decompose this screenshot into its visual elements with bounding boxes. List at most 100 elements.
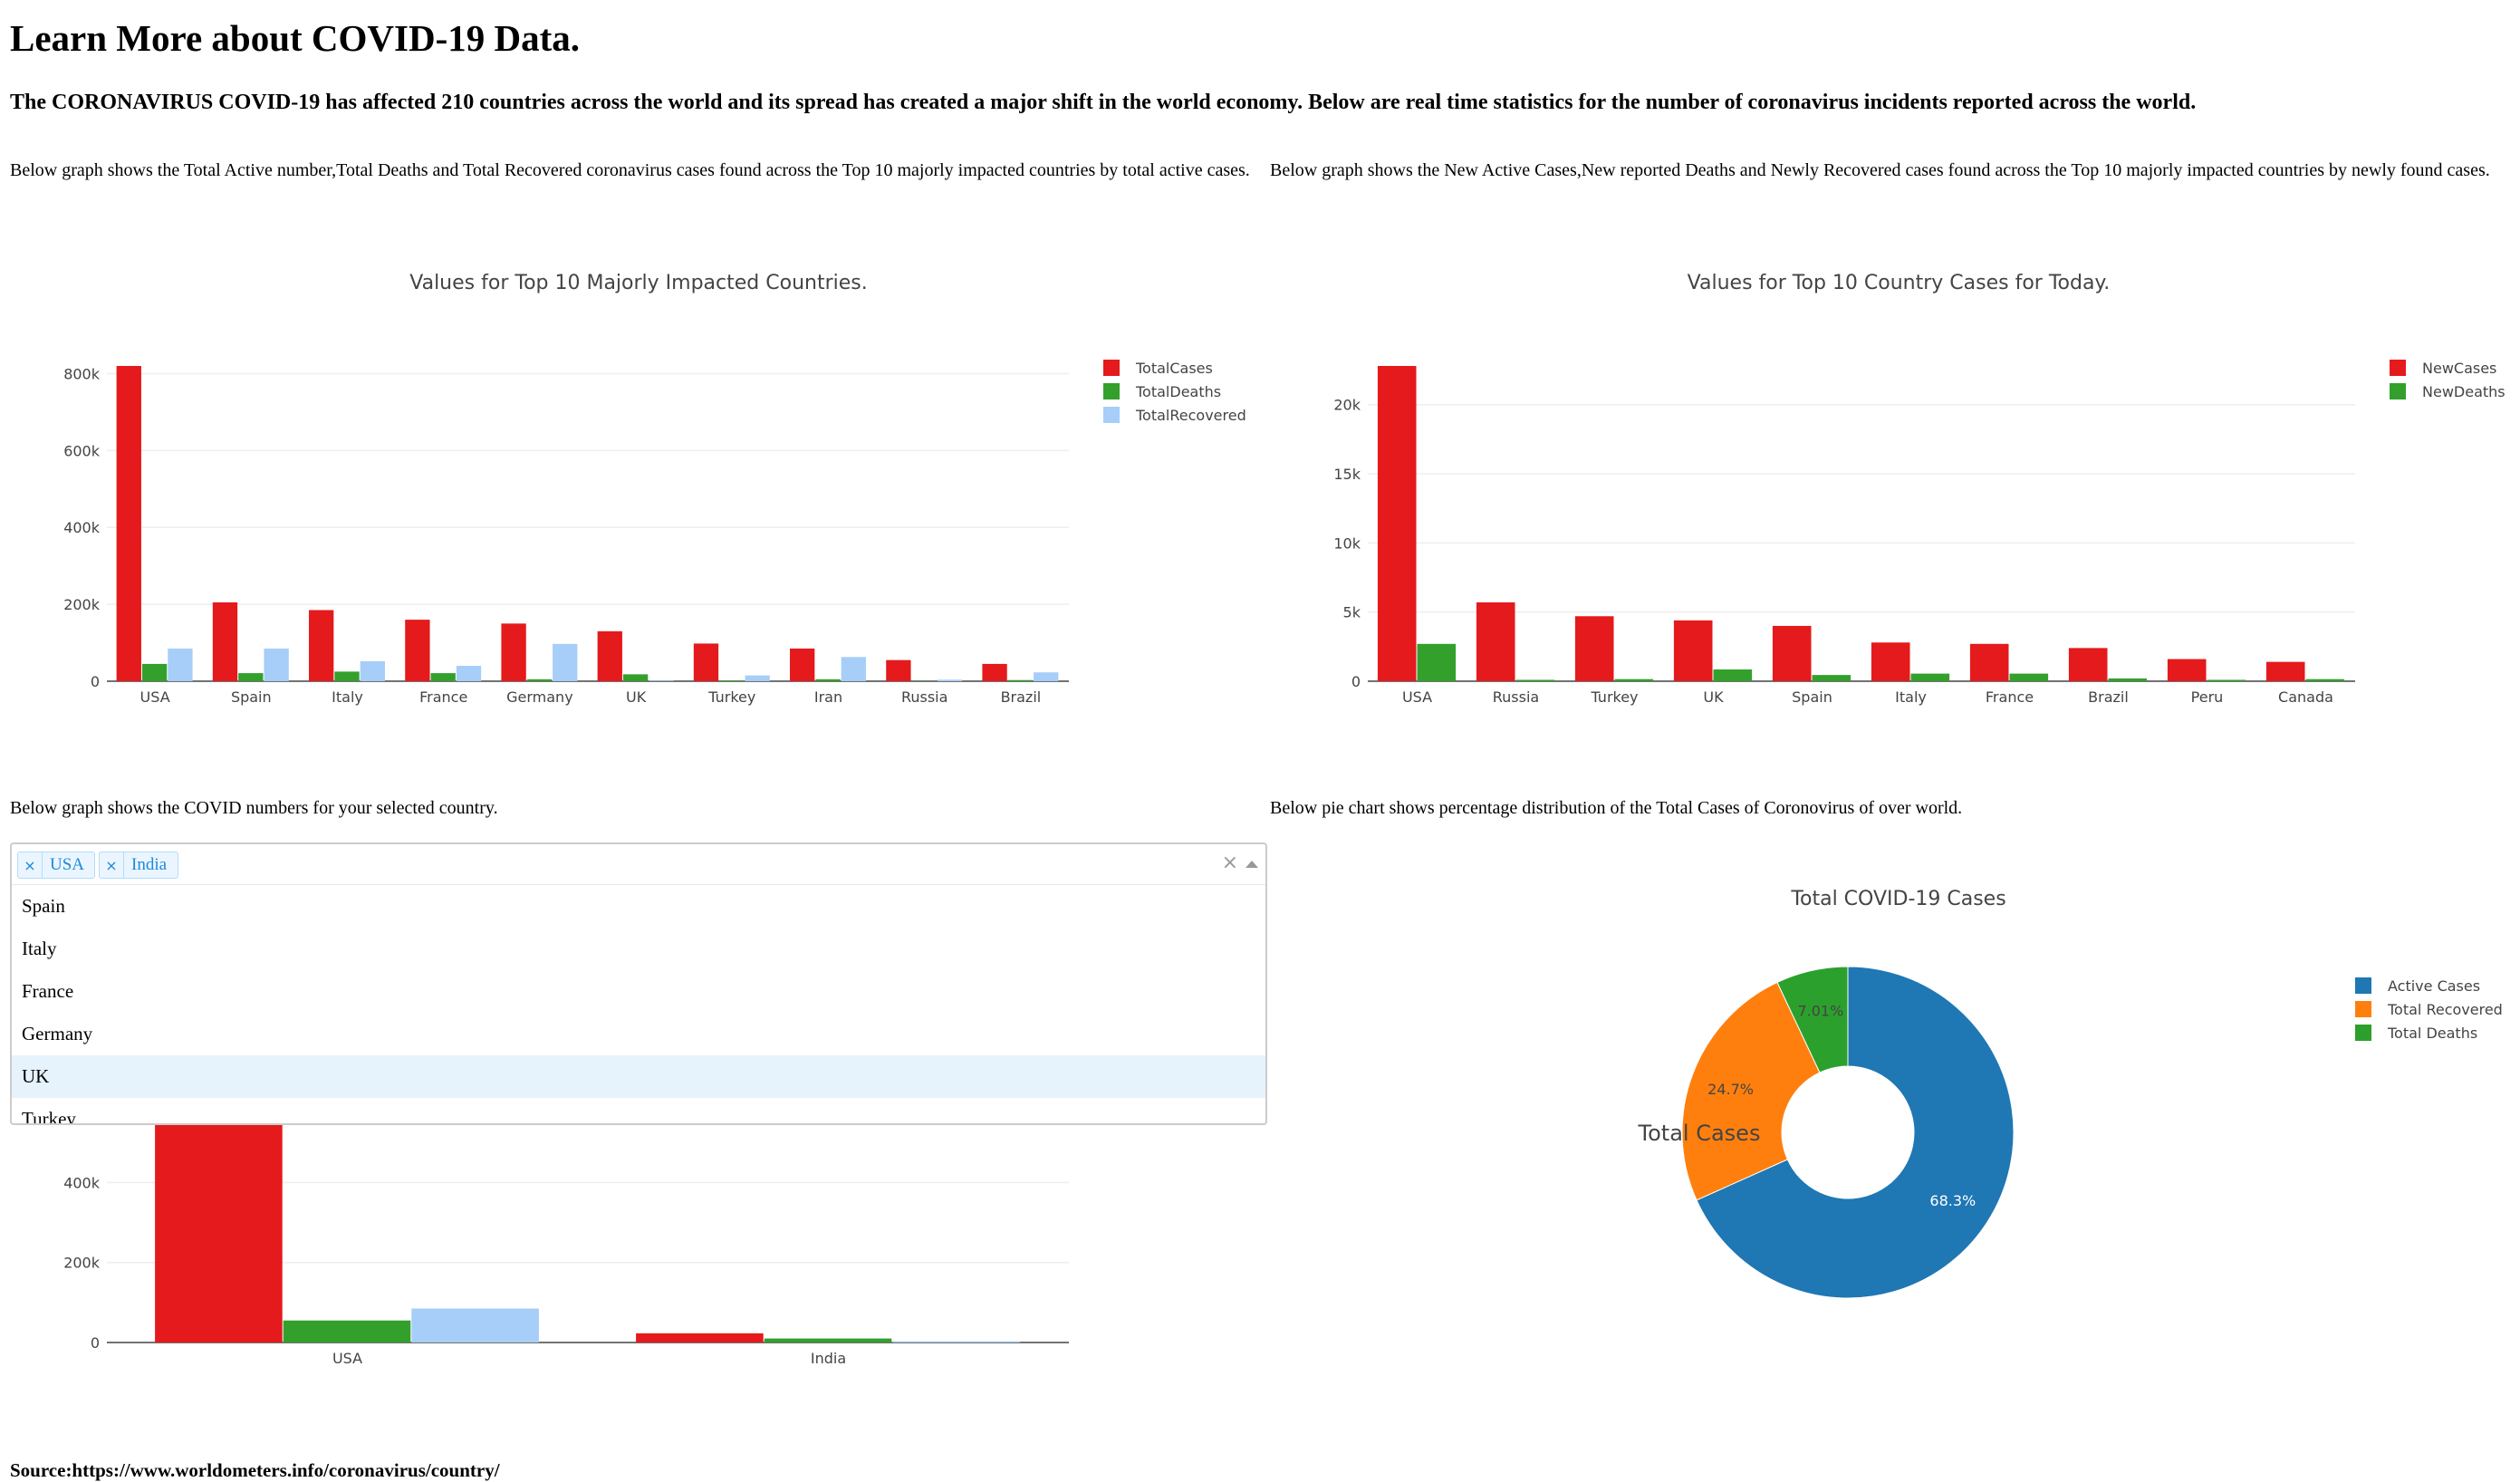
bar-totaldeaths-france[interactable] (431, 673, 456, 681)
legend-swatch (2390, 360, 2406, 376)
bar-totalcases-usa[interactable] (117, 366, 141, 681)
clear-all-icon[interactable]: × (1222, 852, 1238, 874)
legend-label[interactable]: TotalCases (1135, 360, 1213, 377)
bar-totalcases-uk[interactable] (598, 631, 622, 681)
bar-totalcases-germany[interactable] (501, 623, 525, 681)
bar-newdeaths-turkey[interactable] (1615, 679, 1654, 681)
bar-totaldeaths-india[interactable] (765, 1339, 892, 1342)
bar-totalcases-russia[interactable] (886, 660, 910, 681)
dropdown-option[interactable]: UK (12, 1055, 1265, 1098)
country-dropdown[interactable]: × USA × India × Spain Italy France Germa… (10, 842, 1267, 1125)
x-tick-label: USA (140, 688, 170, 706)
x-tick-label: Brazil (2088, 688, 2129, 706)
pie-value-label: 24.7% (1707, 1081, 1754, 1098)
legend-label[interactable]: Total Recovered (2387, 1001, 2503, 1018)
x-tick-label: Turkey (707, 688, 755, 706)
remove-tag-icon[interactable]: × (18, 852, 43, 878)
legend-label[interactable]: TotalDeaths (1135, 383, 1221, 400)
bar-totalrecovered-france[interactable] (457, 666, 481, 681)
legend-swatch (1103, 360, 1120, 376)
bar-newcases-uk[interactable] (1674, 621, 1713, 681)
bar-totalrecovered-usa[interactable] (411, 1308, 539, 1342)
bar-totaldeaths-iran[interactable] (815, 679, 840, 681)
bar-totalcases-india[interactable] (636, 1333, 764, 1342)
bar-totalrecovered-brazil[interactable] (1034, 672, 1058, 681)
dropdown-option[interactable]: Germany (12, 1013, 1265, 1055)
bar-newcases-canada[interactable] (2266, 662, 2305, 681)
bar-newdeaths-france[interactable] (2010, 674, 2049, 681)
bar-totaldeaths-brazil[interactable] (1008, 680, 1033, 681)
legend-label[interactable]: Total Deaths (2387, 1025, 2477, 1042)
bar-newcases-usa[interactable] (1378, 366, 1417, 681)
bar-totalcases-brazil[interactable] (982, 664, 1006, 681)
y-tick-label: 20k (1333, 397, 1361, 414)
bar-newdeaths-peru[interactable] (2207, 679, 2246, 681)
bar-newdeaths-usa[interactable] (1418, 644, 1457, 681)
bar-newcases-spain[interactable] (1773, 626, 1812, 681)
bar-newdeaths-spain[interactable] (1813, 675, 1852, 681)
bar-newdeaths-brazil[interactable] (2109, 678, 2148, 681)
bar-totalrecovered-russia[interactable] (938, 679, 962, 681)
tag-label: India (124, 855, 174, 875)
bar-newcases-peru[interactable] (2168, 659, 2207, 681)
bar-newcases-turkey[interactable] (1575, 616, 1614, 681)
x-tick-label: USA (332, 1350, 362, 1367)
dropdown-option[interactable]: Turkey (12, 1098, 1265, 1125)
bar-totalcases-spain[interactable] (213, 602, 237, 681)
bar-totaldeaths-turkey[interactable] (719, 680, 744, 681)
bar-totalrecovered-turkey[interactable] (745, 676, 769, 681)
chart-title: Values for Top 10 Country Cases for Toda… (1688, 272, 2111, 294)
x-tick-label: France (419, 688, 467, 706)
dropdown-option[interactable]: Italy (12, 928, 1265, 970)
dropdown-control[interactable]: × USA × India × (12, 844, 1265, 885)
x-tick-label: Spain (1792, 688, 1832, 706)
x-tick-label: UK (626, 688, 647, 706)
bar-totalcases-usa[interactable] (155, 1123, 283, 1342)
bar-totaldeaths-usa[interactable] (142, 664, 167, 681)
bar-totalcases-france[interactable] (405, 620, 429, 681)
legend-swatch (2355, 1025, 2371, 1041)
bar-newdeaths-uk[interactable] (1714, 669, 1753, 681)
legend-label[interactable]: Active Cases (2388, 977, 2480, 995)
source-text: Source:https://www.worldometers.info/cor… (10, 1459, 500, 1482)
x-tick-label: Italy (1895, 688, 1927, 706)
legend-label[interactable]: NewDeaths (2422, 383, 2506, 400)
x-tick-label: India (811, 1350, 846, 1367)
chevron-up-icon[interactable] (1246, 861, 1258, 868)
legend-label[interactable]: NewCases (2422, 360, 2496, 377)
selected-tag-usa[interactable]: × USA (17, 852, 95, 879)
bar-totalrecovered-iran[interactable] (842, 657, 866, 681)
bar-totalrecovered-spain[interactable] (264, 649, 288, 681)
dropdown-option[interactable]: France (12, 970, 1265, 1013)
bar-totaldeaths-italy[interactable] (334, 671, 359, 681)
bar-totaldeaths-germany[interactable] (527, 679, 552, 681)
legend-label[interactable]: TotalRecovered (1135, 407, 1246, 424)
bar-totalrecovered-italy[interactable] (361, 661, 385, 681)
legend-swatch (1103, 383, 1120, 399)
remove-tag-icon[interactable]: × (100, 852, 124, 878)
bar-newcases-russia[interactable] (1476, 602, 1515, 681)
page-title: Learn More about COVID-19 Data. (10, 16, 580, 61)
legend-swatch (2390, 383, 2406, 399)
bar-totalrecovered-usa[interactable] (168, 649, 192, 681)
bar-newcases-france[interactable] (1970, 644, 2009, 681)
x-tick-label: Iran (814, 688, 842, 706)
bar-totaldeaths-spain[interactable] (238, 673, 263, 681)
dropdown-menu: Spain Italy France Germany UK Turkey (12, 885, 1265, 1125)
selected-tag-india[interactable]: × India (99, 852, 178, 879)
bar-totalcases-iran[interactable] (790, 649, 814, 681)
bar-totalcases-turkey[interactable] (694, 643, 718, 681)
y-tick-label: 200k (63, 1255, 101, 1272)
pie-center-label: Total Cases (1638, 1121, 1761, 1146)
bar-totalcases-italy[interactable] (309, 610, 333, 681)
bar-newdeaths-canada[interactable] (2306, 679, 2345, 681)
bar-totalrecovered-germany[interactable] (553, 644, 577, 681)
bar-totaldeaths-usa[interactable] (284, 1321, 411, 1342)
bar-newcases-brazil[interactable] (2069, 648, 2108, 681)
x-tick-label: France (1986, 688, 2034, 706)
bar-newdeaths-italy[interactable] (1911, 674, 1950, 681)
bar-newdeaths-russia[interactable] (1516, 679, 1555, 681)
bar-totaldeaths-uk[interactable] (623, 674, 648, 681)
dropdown-option[interactable]: Spain (12, 885, 1265, 928)
bar-newcases-italy[interactable] (1871, 642, 1910, 681)
